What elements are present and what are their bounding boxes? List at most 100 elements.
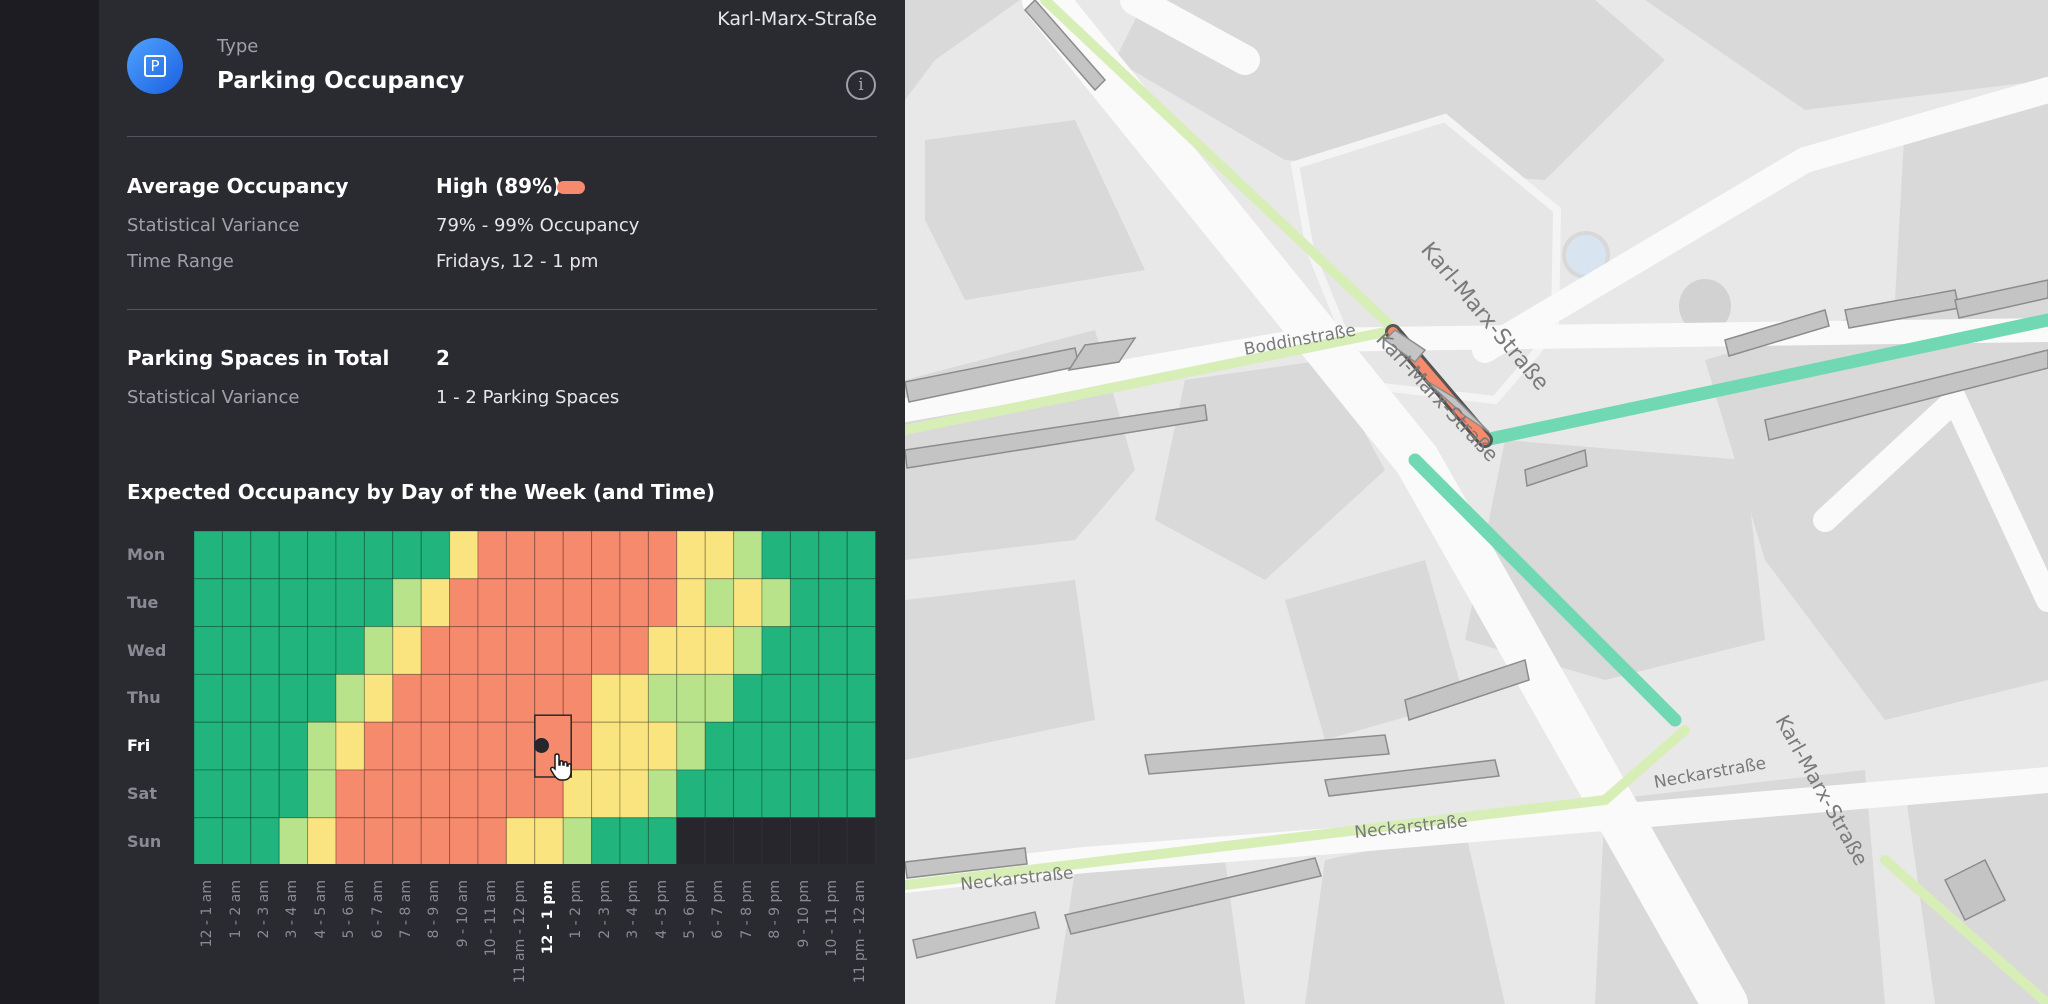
- heatmap-cell[interactable]: [761, 578, 791, 628]
- heatmap-cell[interactable]: [647, 817, 678, 864]
- heatmap-cell[interactable]: [704, 626, 735, 675]
- heatmap-cell[interactable]: [761, 531, 791, 580]
- heatmap-cell[interactable]: [194, 721, 223, 771]
- heatmap-cell[interactable]: [676, 817, 706, 864]
- heatmap-cell[interactable]: [194, 531, 223, 580]
- heatmap-cell[interactable]: [250, 531, 280, 580]
- heatmap-cell[interactable]: [307, 578, 337, 628]
- heatmap-cell[interactable]: [363, 578, 394, 628]
- heatmap-cell[interactable]: [420, 578, 451, 628]
- heatmap-cell[interactable]: [477, 531, 507, 580]
- heatmap-cell[interactable]: [619, 578, 649, 628]
- heatmap-cell[interactable]: [846, 626, 876, 675]
- heatmap-cell[interactable]: [647, 578, 678, 628]
- heatmap-cell[interactable]: [392, 817, 422, 864]
- heatmap-cell[interactable]: [591, 578, 621, 628]
- heatmap-cell[interactable]: [733, 769, 763, 819]
- heatmap-cell[interactable]: [647, 531, 678, 580]
- heatmap-cell[interactable]: [733, 721, 763, 771]
- info-icon[interactable]: i: [846, 70, 876, 100]
- heatmap-cell[interactable]: [307, 673, 337, 723]
- heatmap-cell[interactable]: [789, 626, 820, 675]
- heatmap-cell[interactable]: [449, 817, 479, 864]
- heatmap-cell[interactable]: [591, 817, 621, 864]
- heatmap-cell[interactable]: [505, 531, 536, 580]
- heatmap-cell[interactable]: [591, 626, 621, 675]
- heatmap-cell[interactable]: [704, 817, 735, 864]
- heatmap-cell[interactable]: [477, 578, 507, 628]
- heatmap-cell[interactable]: [194, 578, 223, 628]
- heatmap-cell[interactable]: [250, 626, 280, 675]
- heatmap-cell[interactable]: [591, 721, 621, 771]
- heatmap-cell[interactable]: [676, 578, 706, 628]
- heatmap-cell[interactable]: [221, 578, 252, 628]
- heatmap-cell[interactable]: [278, 769, 309, 819]
- heatmap-cell[interactable]: [278, 673, 309, 723]
- heatmap-cell[interactable]: [789, 769, 820, 819]
- heatmap-cell[interactable]: [392, 578, 422, 628]
- heatmap-cell[interactable]: [619, 721, 649, 771]
- heatmap-cell[interactable]: [676, 626, 706, 675]
- heatmap-cell[interactable]: [591, 673, 621, 723]
- heatmap-cell[interactable]: [392, 531, 422, 580]
- heatmap-cell[interactable]: [704, 578, 735, 628]
- heatmap-cell[interactable]: [363, 531, 394, 580]
- heatmap-cell[interactable]: [335, 769, 365, 819]
- heatmap-cell[interactable]: [619, 817, 649, 864]
- heatmap-cell[interactable]: [846, 673, 876, 723]
- heatmap-cell[interactable]: [789, 817, 820, 864]
- heatmap-cell[interactable]: [221, 721, 252, 771]
- heatmap-cell[interactable]: [761, 626, 791, 675]
- heatmap-cell[interactable]: [449, 531, 479, 580]
- heatmap-cell[interactable]: [307, 817, 337, 864]
- heatmap-cell[interactable]: [363, 817, 394, 864]
- heatmap-cell[interactable]: [278, 817, 309, 864]
- heatmap-cell[interactable]: [307, 769, 337, 819]
- heatmap-cell[interactable]: [789, 673, 820, 723]
- heatmap-cell[interactable]: [789, 531, 820, 580]
- heatmap-cell[interactable]: [363, 721, 394, 771]
- heatmap-cell[interactable]: [647, 626, 678, 675]
- heatmap-cell[interactable]: [846, 578, 876, 628]
- map-view[interactable]: Karl-Marx-Straße Karl-Marx-Straße Karl-M…: [905, 0, 2048, 1004]
- heatmap-cell[interactable]: [335, 817, 365, 864]
- heatmap-cell[interactable]: [704, 721, 735, 771]
- heatmap-cell[interactable]: [335, 721, 365, 771]
- heatmap-cell[interactable]: [818, 817, 848, 864]
- heatmap-cell[interactable]: [676, 531, 706, 580]
- occupancy-heatmap[interactable]: [194, 531, 876, 864]
- heatmap-cell[interactable]: [420, 817, 451, 864]
- heatmap-cell[interactable]: [477, 626, 507, 675]
- heatmap-cell[interactable]: [818, 673, 848, 723]
- heatmap-cell[interactable]: [534, 578, 564, 628]
- heatmap-cell[interactable]: [307, 531, 337, 580]
- heatmap-cell[interactable]: [420, 531, 451, 580]
- heatmap-cell[interactable]: [619, 673, 649, 723]
- heatmap-cell[interactable]: [420, 673, 451, 723]
- heatmap-cell[interactable]: [704, 531, 735, 580]
- heatmap-cell[interactable]: [818, 531, 848, 580]
- heatmap-cell[interactable]: [647, 673, 678, 723]
- heatmap-cell[interactable]: [449, 769, 479, 819]
- heatmap-cell[interactable]: [704, 673, 735, 723]
- heatmap-cell[interactable]: [789, 721, 820, 771]
- heatmap-cell[interactable]: [250, 578, 280, 628]
- heatmap-cell[interactable]: [591, 769, 621, 819]
- heatmap-cell[interactable]: [250, 721, 280, 771]
- heatmap-cell[interactable]: [420, 769, 451, 819]
- heatmap-cell[interactable]: [250, 817, 280, 864]
- heatmap-cell[interactable]: [505, 817, 536, 864]
- heatmap-cell[interactable]: [647, 721, 678, 771]
- heatmap-cell[interactable]: [534, 817, 564, 864]
- heatmap-cell[interactable]: [818, 626, 848, 675]
- heatmap-cell[interactable]: [449, 626, 479, 675]
- heatmap-cell[interactable]: [363, 673, 394, 723]
- heatmap-cell[interactable]: [449, 578, 479, 628]
- heatmap-cell[interactable]: [477, 817, 507, 864]
- heatmap-cell[interactable]: [818, 769, 848, 819]
- heatmap-cell[interactable]: [477, 721, 507, 771]
- heatmap-cell[interactable]: [534, 626, 564, 675]
- heatmap-cell[interactable]: [335, 578, 365, 628]
- heatmap-cell[interactable]: [420, 626, 451, 675]
- heatmap-cell[interactable]: [761, 673, 791, 723]
